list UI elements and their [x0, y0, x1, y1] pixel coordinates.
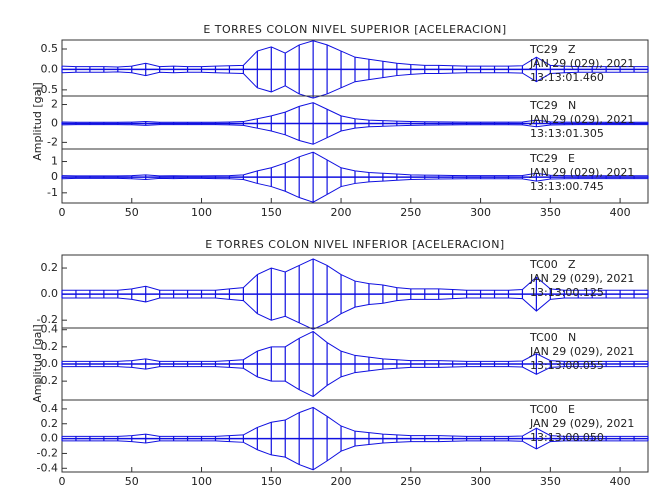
trace-envelope-upper — [62, 258, 648, 291]
y-tick-label: 0 — [51, 116, 58, 129]
station-label: TC29 — [529, 152, 558, 165]
station-label: TC00 — [529, 258, 558, 271]
station-label: TC00 — [529, 331, 558, 344]
x-tick-label: 300 — [470, 206, 491, 219]
date-label: JAN 29 (029), 2021 — [529, 113, 634, 126]
date-label: JAN 29 (029), 2021 — [529, 166, 634, 179]
trace-envelope-upper — [62, 330, 648, 362]
trace-envelope-upper — [61, 151, 648, 177]
x-tick-label: 400 — [610, 475, 631, 488]
y-axis-label: Amplitud [gal] — [31, 82, 44, 160]
y-tick-label: 0 — [51, 170, 58, 183]
y-tick-label: 0.2 — [41, 340, 59, 353]
y-tick-label: 2 — [51, 98, 58, 111]
x-tick-label: 150 — [261, 206, 282, 219]
y-axis-label: Amplitud [gal] — [31, 324, 44, 402]
component-label: N — [568, 99, 576, 112]
x-tick-label: 100 — [191, 475, 212, 488]
trace-envelope-lower — [62, 366, 648, 398]
y-tick-label: -0.2 — [37, 313, 58, 326]
time-label: 13:13:00.055 — [530, 359, 604, 372]
component-label: Z — [568, 43, 576, 56]
component-label: N — [568, 331, 576, 344]
y-tick-label: 0.2 — [41, 261, 59, 274]
time-label: 13:13:00.125 — [530, 286, 604, 299]
y-tick-label: 0.0 — [41, 287, 59, 300]
trace-envelope-upper — [62, 406, 648, 437]
y-tick-label: 0.0 — [41, 432, 59, 445]
trace-envelope-lower — [61, 124, 648, 145]
x-tick-label: 350 — [540, 206, 561, 219]
x-tick-label: 100 — [191, 206, 212, 219]
y-tick-label: -1 — [47, 186, 58, 199]
x-tick-label: 300 — [470, 475, 491, 488]
x-tick-label: 350 — [540, 475, 561, 488]
x-tick-label: 150 — [261, 475, 282, 488]
time-label: 13:13:00.050 — [530, 431, 604, 444]
y-tick-label: -0.5 — [37, 83, 58, 96]
y-tick-label: 0.0 — [41, 357, 59, 370]
y-tick-label: -0.4 — [37, 461, 58, 474]
date-label: JAN 29 (029), 2021 — [529, 272, 634, 285]
y-tick-label: 0.0 — [41, 62, 59, 75]
x-tick-label: 50 — [125, 475, 139, 488]
trace-envelope-lower — [61, 177, 648, 203]
x-tick-label: 400 — [610, 206, 631, 219]
trace-envelope-upper — [61, 102, 648, 123]
y-tick-label: 0.4 — [41, 323, 59, 336]
y-tick-label: 1 — [51, 155, 58, 168]
x-tick-label: 50 — [125, 206, 139, 219]
component-label: Z — [568, 258, 576, 271]
y-tick-label: 0.4 — [41, 402, 59, 415]
y-tick-label: 0.2 — [41, 417, 59, 430]
chart-title: E TORRES COLON NIVEL SUPERIOR [ACELERACI… — [203, 23, 506, 36]
date-label: JAN 29 (029), 2021 — [529, 417, 634, 430]
trace-envelope-lower — [62, 440, 648, 471]
time-label: 13:13:01.305 — [530, 127, 604, 140]
time-label: 13:13:00.745 — [530, 180, 604, 193]
date-label: JAN 29 (029), 2021 — [529, 345, 634, 358]
y-tick-label: -0.2 — [37, 446, 58, 459]
station-label: TC29 — [529, 43, 558, 56]
component-label: E — [568, 152, 575, 165]
x-tick-label: 200 — [331, 475, 352, 488]
y-tick-label: -0.2 — [37, 374, 58, 387]
chart-title: E TORRES COLON NIVEL INFERIOR [ACELERACI… — [205, 238, 504, 251]
trace-envelope-lower — [62, 297, 648, 330]
x-tick-label: 200 — [331, 206, 352, 219]
time-label: 13:13:01.460 — [530, 71, 604, 84]
x-tick-label: 250 — [400, 206, 421, 219]
trace-envelope-upper — [61, 40, 648, 68]
y-tick-label: -2 — [47, 135, 58, 148]
station-label: TC00 — [529, 403, 558, 416]
component-label: E — [568, 403, 575, 416]
x-tick-label: 0 — [59, 206, 66, 219]
date-label: JAN 29 (029), 2021 — [529, 57, 634, 70]
x-tick-label: 0 — [59, 475, 66, 488]
y-tick-label: 0.5 — [41, 42, 59, 55]
trace-envelope-lower — [61, 71, 648, 99]
x-tick-label: 250 — [400, 475, 421, 488]
station-label: TC29 — [529, 99, 558, 112]
